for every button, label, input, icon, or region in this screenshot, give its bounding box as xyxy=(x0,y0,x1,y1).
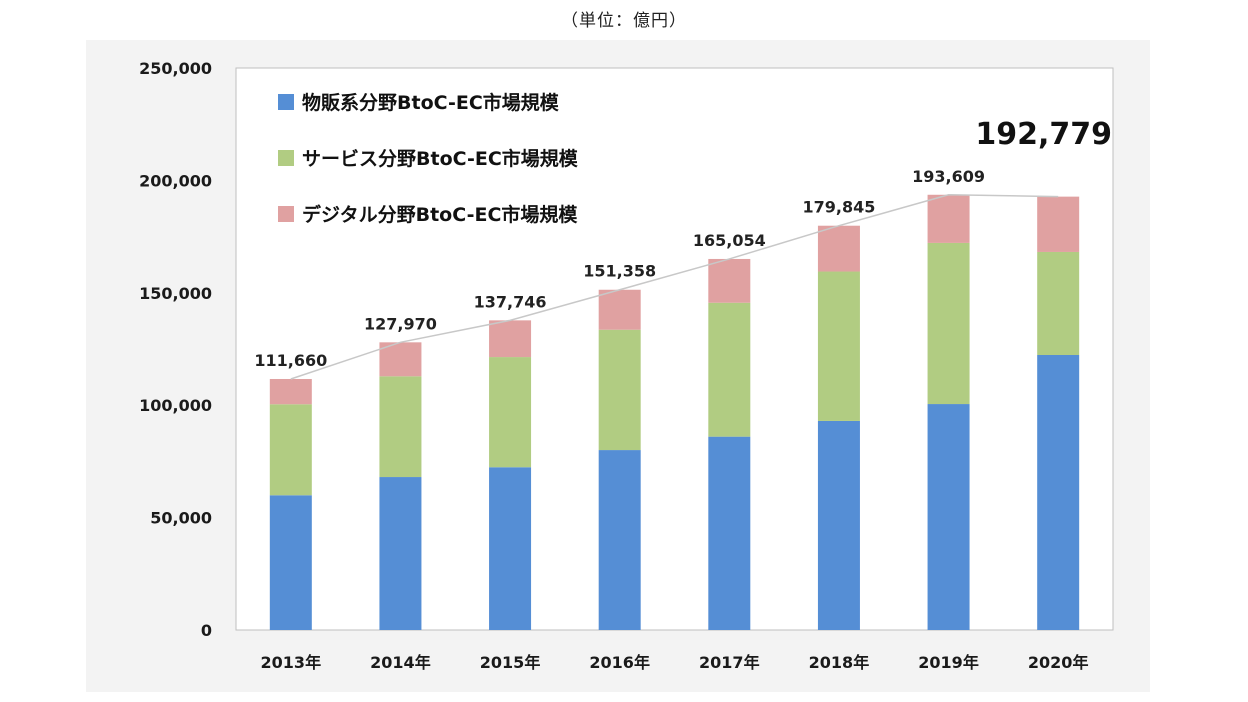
y-tick-label: 200,000 xyxy=(139,171,212,190)
unit-label: （単位：億円） xyxy=(561,11,687,31)
total-label: 127,970 xyxy=(364,314,437,333)
bar-segment-goods xyxy=(598,450,641,630)
total-label-highlight: 192,779 xyxy=(975,117,1112,152)
x-tick-label: 2019年 xyxy=(918,653,979,672)
bar-segment-services xyxy=(489,357,532,468)
legend-label: デジタル分野BtoC-EC市場規模 xyxy=(302,203,578,226)
x-tick-label: 2013年 xyxy=(261,653,322,672)
total-label: 111,660 xyxy=(254,351,327,370)
bar-segment-digital xyxy=(598,289,641,330)
bar-segment-digital xyxy=(379,342,422,377)
bar-segment-goods xyxy=(379,477,422,630)
bar-segment-digital xyxy=(927,194,970,243)
bar-segment-digital xyxy=(708,258,751,303)
y-tick-label: 150,000 xyxy=(139,284,212,303)
bar-segment-digital xyxy=(817,225,860,272)
legend-swatch-services xyxy=(278,150,294,166)
legend-swatch-goods xyxy=(278,94,294,110)
bar-segment-goods xyxy=(269,495,312,630)
bar-segment-services xyxy=(927,242,970,405)
bar-segment-services xyxy=(379,376,422,478)
bar-segment-services xyxy=(269,404,312,496)
bar-segment-services xyxy=(708,302,751,437)
y-tick-label: 100,000 xyxy=(139,396,212,415)
legend-label: 物販系分野BtoC-EC市場規模 xyxy=(302,91,560,114)
y-tick-label: 50,000 xyxy=(150,509,212,528)
total-label: 179,845 xyxy=(803,198,876,217)
bar-segment-services xyxy=(1037,251,1080,355)
total-label: 165,054 xyxy=(693,231,766,250)
bar-segment-goods xyxy=(927,404,970,630)
x-tick-label: 2017年 xyxy=(699,653,760,672)
bar-segment-services xyxy=(598,329,641,451)
bar-segment-digital xyxy=(1037,196,1080,252)
x-tick-label: 2015年 xyxy=(480,653,541,672)
x-tick-label: 2016年 xyxy=(589,653,650,672)
total-trend-line xyxy=(290,194,1059,380)
bar-segment-goods xyxy=(489,467,532,630)
bar-segment-digital xyxy=(489,320,532,358)
total-label: 193,609 xyxy=(912,167,985,186)
total-label: 137,746 xyxy=(474,292,547,311)
legend-label: サービス分野BtoC-EC市場規模 xyxy=(302,147,579,170)
x-tick-label: 2020年 xyxy=(1028,653,1089,672)
x-tick-label: 2018年 xyxy=(809,653,870,672)
bar-segment-services xyxy=(817,271,860,421)
total-label: 151,358 xyxy=(583,262,656,281)
bar-segment-goods xyxy=(1037,354,1080,630)
legend-swatch-digital xyxy=(278,206,294,222)
y-tick-label: 0 xyxy=(201,621,212,640)
y-tick-label: 250,000 xyxy=(139,59,212,78)
bar-segment-goods xyxy=(708,436,751,630)
bar-segment-goods xyxy=(817,420,860,630)
x-tick-label: 2014年 xyxy=(370,653,431,672)
bar-segment-digital xyxy=(269,378,312,405)
